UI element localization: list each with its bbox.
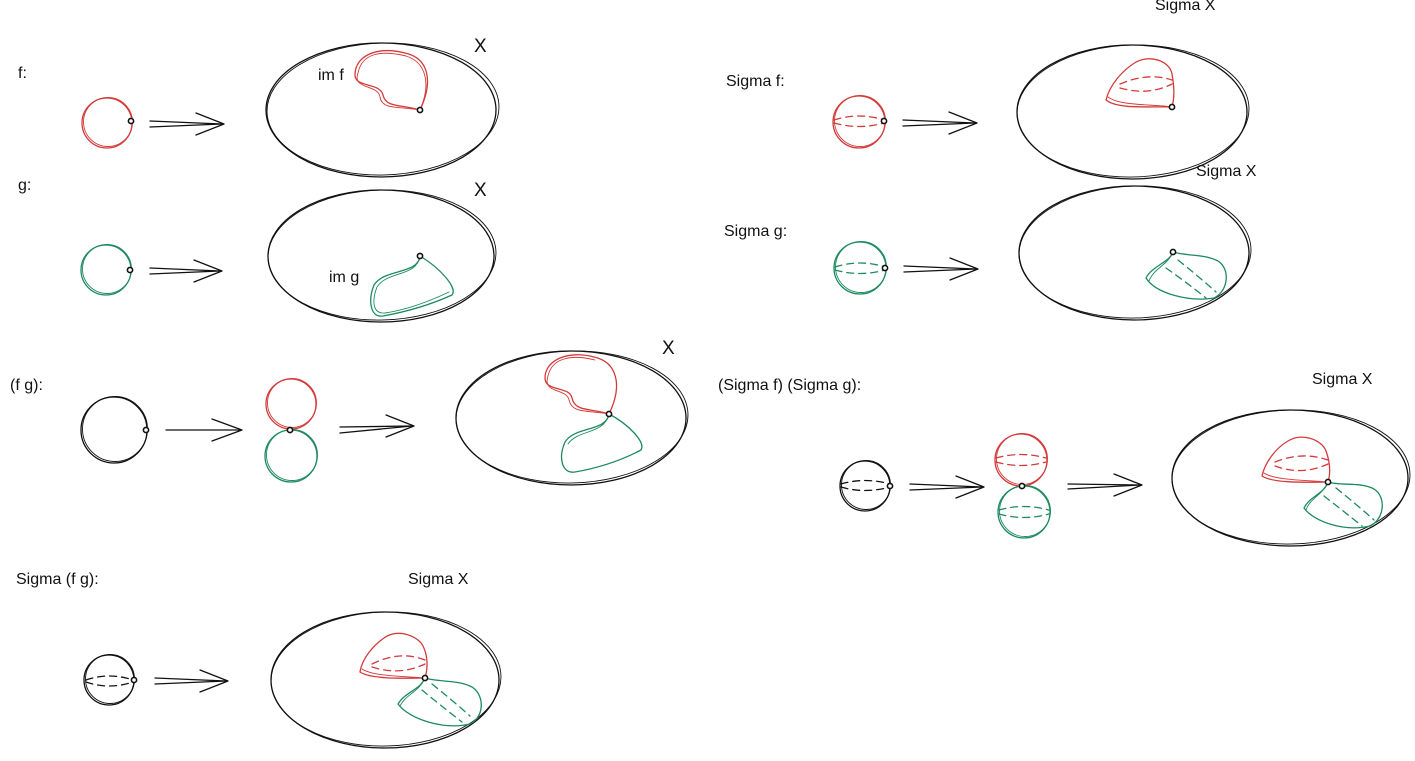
suspension-f-in-sigma-fsg xyxy=(1261,436,1331,483)
circle-domain-g xyxy=(80,244,134,296)
label-fg: (f g): xyxy=(10,377,43,394)
arrow-sigma-fg xyxy=(154,669,229,693)
basepoint-sigma-f-image xyxy=(1168,103,1176,111)
wedge-circles-fg xyxy=(264,378,318,483)
space-sigma-x-f xyxy=(1016,44,1250,180)
panel-fg: (f g): X xyxy=(10,338,689,486)
panel-sigma-f-sigma-g: (Sigma f) (Sigma g): xyxy=(718,371,1411,547)
label-sigma-f-sigma-g: (Sigma f) (Sigma g): xyxy=(718,377,861,394)
sphere-domain-sigma-f-sigma-g xyxy=(839,460,894,512)
space-sigma-x-fg xyxy=(270,611,502,749)
loop-im-f xyxy=(354,50,429,114)
panel-f: f: X im f xyxy=(18,36,500,178)
label-x-fg: X xyxy=(662,338,675,359)
basepoint-sigma-f-domain xyxy=(880,117,888,125)
basepoint-sigma-g-image xyxy=(1169,248,1177,256)
space-x-f xyxy=(265,42,500,178)
space-x-g xyxy=(267,189,497,323)
arrow-g xyxy=(149,259,223,283)
label-sigma-x-f: Sigma X xyxy=(1155,0,1216,14)
basepoint-sigma-fsg-domain xyxy=(886,482,894,490)
loop-im-f-in-fg xyxy=(544,354,618,415)
label-f: f: xyxy=(18,65,27,82)
label-sigma-x-g: Sigma X xyxy=(1196,163,1257,180)
basepoint-g-domain xyxy=(126,266,134,274)
basepoint-f-image xyxy=(416,106,424,114)
panel-sigma-g: Sigma g: Sigma X xyxy=(724,163,1257,321)
basepoint-sigma-fsg-image xyxy=(1324,478,1332,486)
sphere-domain-sigma-g xyxy=(833,241,889,295)
suspension-g-in-sigma-g xyxy=(1145,248,1227,300)
wedge-point-fg xyxy=(286,426,294,434)
label-sigma-x-fg: Sigma X xyxy=(408,571,469,588)
arrow-sigma-g xyxy=(903,257,979,281)
space-x-fg xyxy=(455,350,689,486)
suspension-g-in-sigma-fsg xyxy=(1303,478,1383,529)
wedge-spheres-sigma-fsg xyxy=(994,433,1051,539)
sphere-domain-sigma-f xyxy=(832,95,888,149)
label-x-f: X xyxy=(474,36,487,57)
panel-sigma-fg: Sigma (f g): Sigma X xyxy=(16,571,502,749)
loop-im-g xyxy=(370,252,454,317)
sphere-domain-sigma-fg xyxy=(83,654,138,706)
wedge-point-sigma-fsg xyxy=(1018,482,1026,490)
circle-domain-fg xyxy=(80,396,150,464)
suspension-f-in-sigma-fg xyxy=(359,632,428,679)
basepoint-f-domain xyxy=(127,117,135,125)
arrow-sigma-f xyxy=(902,111,978,135)
panel-g: g: X im g xyxy=(18,177,497,323)
suspension-f-in-sigma-f xyxy=(1105,58,1176,111)
label-im-f: im f xyxy=(318,67,344,84)
panel-sigma-f: Sigma f: Sigma X xyxy=(726,0,1250,180)
basepoint-sigma-fg-image xyxy=(421,674,429,682)
arrow-sigma-fsg-2 xyxy=(1067,473,1143,497)
basepoint-fg-domain xyxy=(142,426,150,434)
arrow-fg-1 xyxy=(165,418,243,442)
loop-im-g-in-fg xyxy=(561,410,643,473)
label-sigma-f: Sigma f: xyxy=(726,73,785,90)
label-sigma-g: Sigma g: xyxy=(724,223,787,240)
label-sigma-x-fsg: Sigma X xyxy=(1312,371,1373,388)
circle-domain-f xyxy=(81,97,135,149)
basepoint-sigma-fg-domain xyxy=(130,676,138,684)
label-x-g: X xyxy=(474,180,487,201)
suspension-g-in-sigma-fg xyxy=(397,674,482,727)
basepoint-fg-image xyxy=(605,410,613,418)
arrow-f xyxy=(149,112,225,136)
arrow-fg-2 xyxy=(339,414,415,438)
label-im-g: im g xyxy=(329,269,359,286)
basepoint-g-image xyxy=(416,252,424,260)
arrow-sigma-fsg-1 xyxy=(909,475,985,499)
label-g: g: xyxy=(18,177,31,194)
space-sigma-x-fsg xyxy=(1171,409,1411,547)
label-sigma-fg: Sigma (f g): xyxy=(16,571,99,588)
space-sigma-x-g xyxy=(1018,185,1252,321)
basepoint-sigma-g-domain xyxy=(881,264,889,272)
